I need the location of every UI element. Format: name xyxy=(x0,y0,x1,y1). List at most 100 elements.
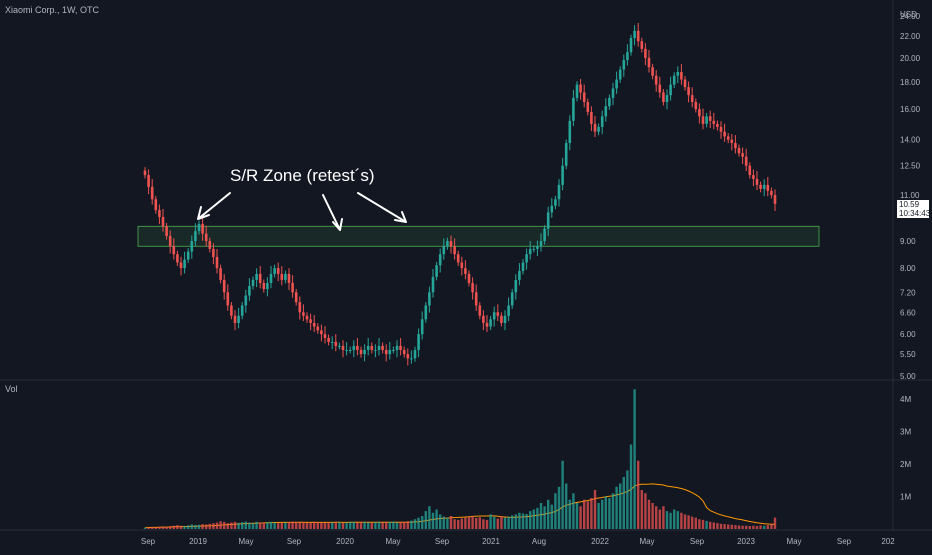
volume-bar xyxy=(716,523,719,529)
sr-zone-layer xyxy=(137,225,820,247)
candle xyxy=(341,340,345,358)
candle xyxy=(456,250,460,266)
candle xyxy=(266,277,269,297)
volume-bar xyxy=(568,499,571,529)
volume-bar xyxy=(737,525,741,529)
price-axis: 24.00 22.00 20.00 18.00 16.00 14.00 12.50 11.00… xyxy=(900,12,921,381)
volume-bar xyxy=(698,519,701,529)
candle xyxy=(762,179,766,197)
candle xyxy=(546,206,550,236)
candle xyxy=(258,266,262,289)
candle xyxy=(618,66,622,83)
time-tick-label: Sep xyxy=(287,537,302,546)
candle xyxy=(406,348,410,366)
candle xyxy=(212,243,215,265)
volume-bar xyxy=(421,516,424,529)
volume-bar xyxy=(327,522,330,529)
time-tick-label: Aug xyxy=(532,537,546,546)
candle xyxy=(273,264,276,278)
volume-bar xyxy=(169,526,172,529)
volume-bar xyxy=(338,522,341,529)
candle xyxy=(298,296,302,320)
volume-bar xyxy=(557,486,561,529)
candle xyxy=(694,98,698,113)
candle xyxy=(179,256,183,276)
volume-bar xyxy=(478,517,481,529)
candle xyxy=(280,266,284,286)
volume-bar xyxy=(730,524,733,529)
volume-bar xyxy=(273,522,276,529)
volume-bar xyxy=(442,516,445,529)
candle xyxy=(215,249,219,274)
candle xyxy=(248,278,251,301)
volume-bar xyxy=(709,521,712,529)
volume-bar xyxy=(529,511,532,529)
price-tick-label: 8.00 xyxy=(900,264,916,273)
volume-bar xyxy=(676,511,679,529)
candle xyxy=(590,106,593,132)
volume-bar xyxy=(464,517,467,529)
candle xyxy=(384,344,388,362)
candle xyxy=(348,346,352,354)
candle xyxy=(744,148,748,172)
volume-bar xyxy=(291,521,294,529)
candle xyxy=(640,37,644,53)
volume-bar xyxy=(413,519,417,529)
candle xyxy=(615,71,618,94)
candle xyxy=(370,342,374,354)
volume-bar xyxy=(673,509,676,529)
candle xyxy=(395,340,399,358)
candle xyxy=(543,225,546,245)
volume-bar xyxy=(518,512,521,529)
volume-bar xyxy=(460,518,463,529)
candle xyxy=(190,235,194,259)
volume-bar xyxy=(410,520,413,529)
candle xyxy=(374,344,377,358)
candle xyxy=(654,70,658,92)
volume-bar xyxy=(226,523,229,529)
candle xyxy=(237,307,240,329)
volume-bar xyxy=(759,525,762,529)
candle xyxy=(579,78,582,100)
volume-bar xyxy=(489,514,492,529)
candle xyxy=(478,302,482,320)
volume-bar xyxy=(597,503,600,529)
volume-bar xyxy=(309,522,312,529)
candle xyxy=(312,315,316,332)
candle xyxy=(723,123,726,142)
time-tick-label: 202 xyxy=(881,537,895,546)
volume-bar xyxy=(723,524,726,529)
volume-bar xyxy=(475,517,478,529)
volume-bar xyxy=(439,514,442,529)
candle xyxy=(449,235,453,254)
volume-bar xyxy=(352,521,355,529)
volume-bar xyxy=(269,521,273,529)
candle xyxy=(165,222,168,240)
candle xyxy=(554,195,557,210)
candle xyxy=(345,342,348,356)
volume-bar xyxy=(503,517,507,529)
volume-tick-label: 3M xyxy=(900,428,911,437)
volume-bar xyxy=(705,520,708,529)
price-tick-label: 7.20 xyxy=(900,288,916,297)
volume-label: Vol xyxy=(5,384,18,394)
candle xyxy=(168,230,172,254)
volume-bar xyxy=(197,524,201,529)
candle xyxy=(150,178,154,205)
volume-bar xyxy=(161,526,165,529)
volume-bar xyxy=(313,521,316,529)
volume-bar xyxy=(399,522,402,529)
volume-bar xyxy=(748,526,751,529)
candle xyxy=(593,115,597,137)
time-tick-label: Sep xyxy=(690,537,705,546)
time-axis: Sep 2019 May Sep 2020 May Sep 2021 Aug 2022 May Sep… xyxy=(141,537,895,546)
volume-bar xyxy=(208,523,211,529)
volume-tick-label: 1M xyxy=(900,493,911,502)
volume-bar xyxy=(370,522,373,529)
volume-bar xyxy=(179,525,183,529)
volume-bar xyxy=(449,516,453,529)
volume-bar xyxy=(158,526,161,529)
volume-bar xyxy=(471,516,474,529)
time-tick-label: 2023 xyxy=(737,537,755,546)
